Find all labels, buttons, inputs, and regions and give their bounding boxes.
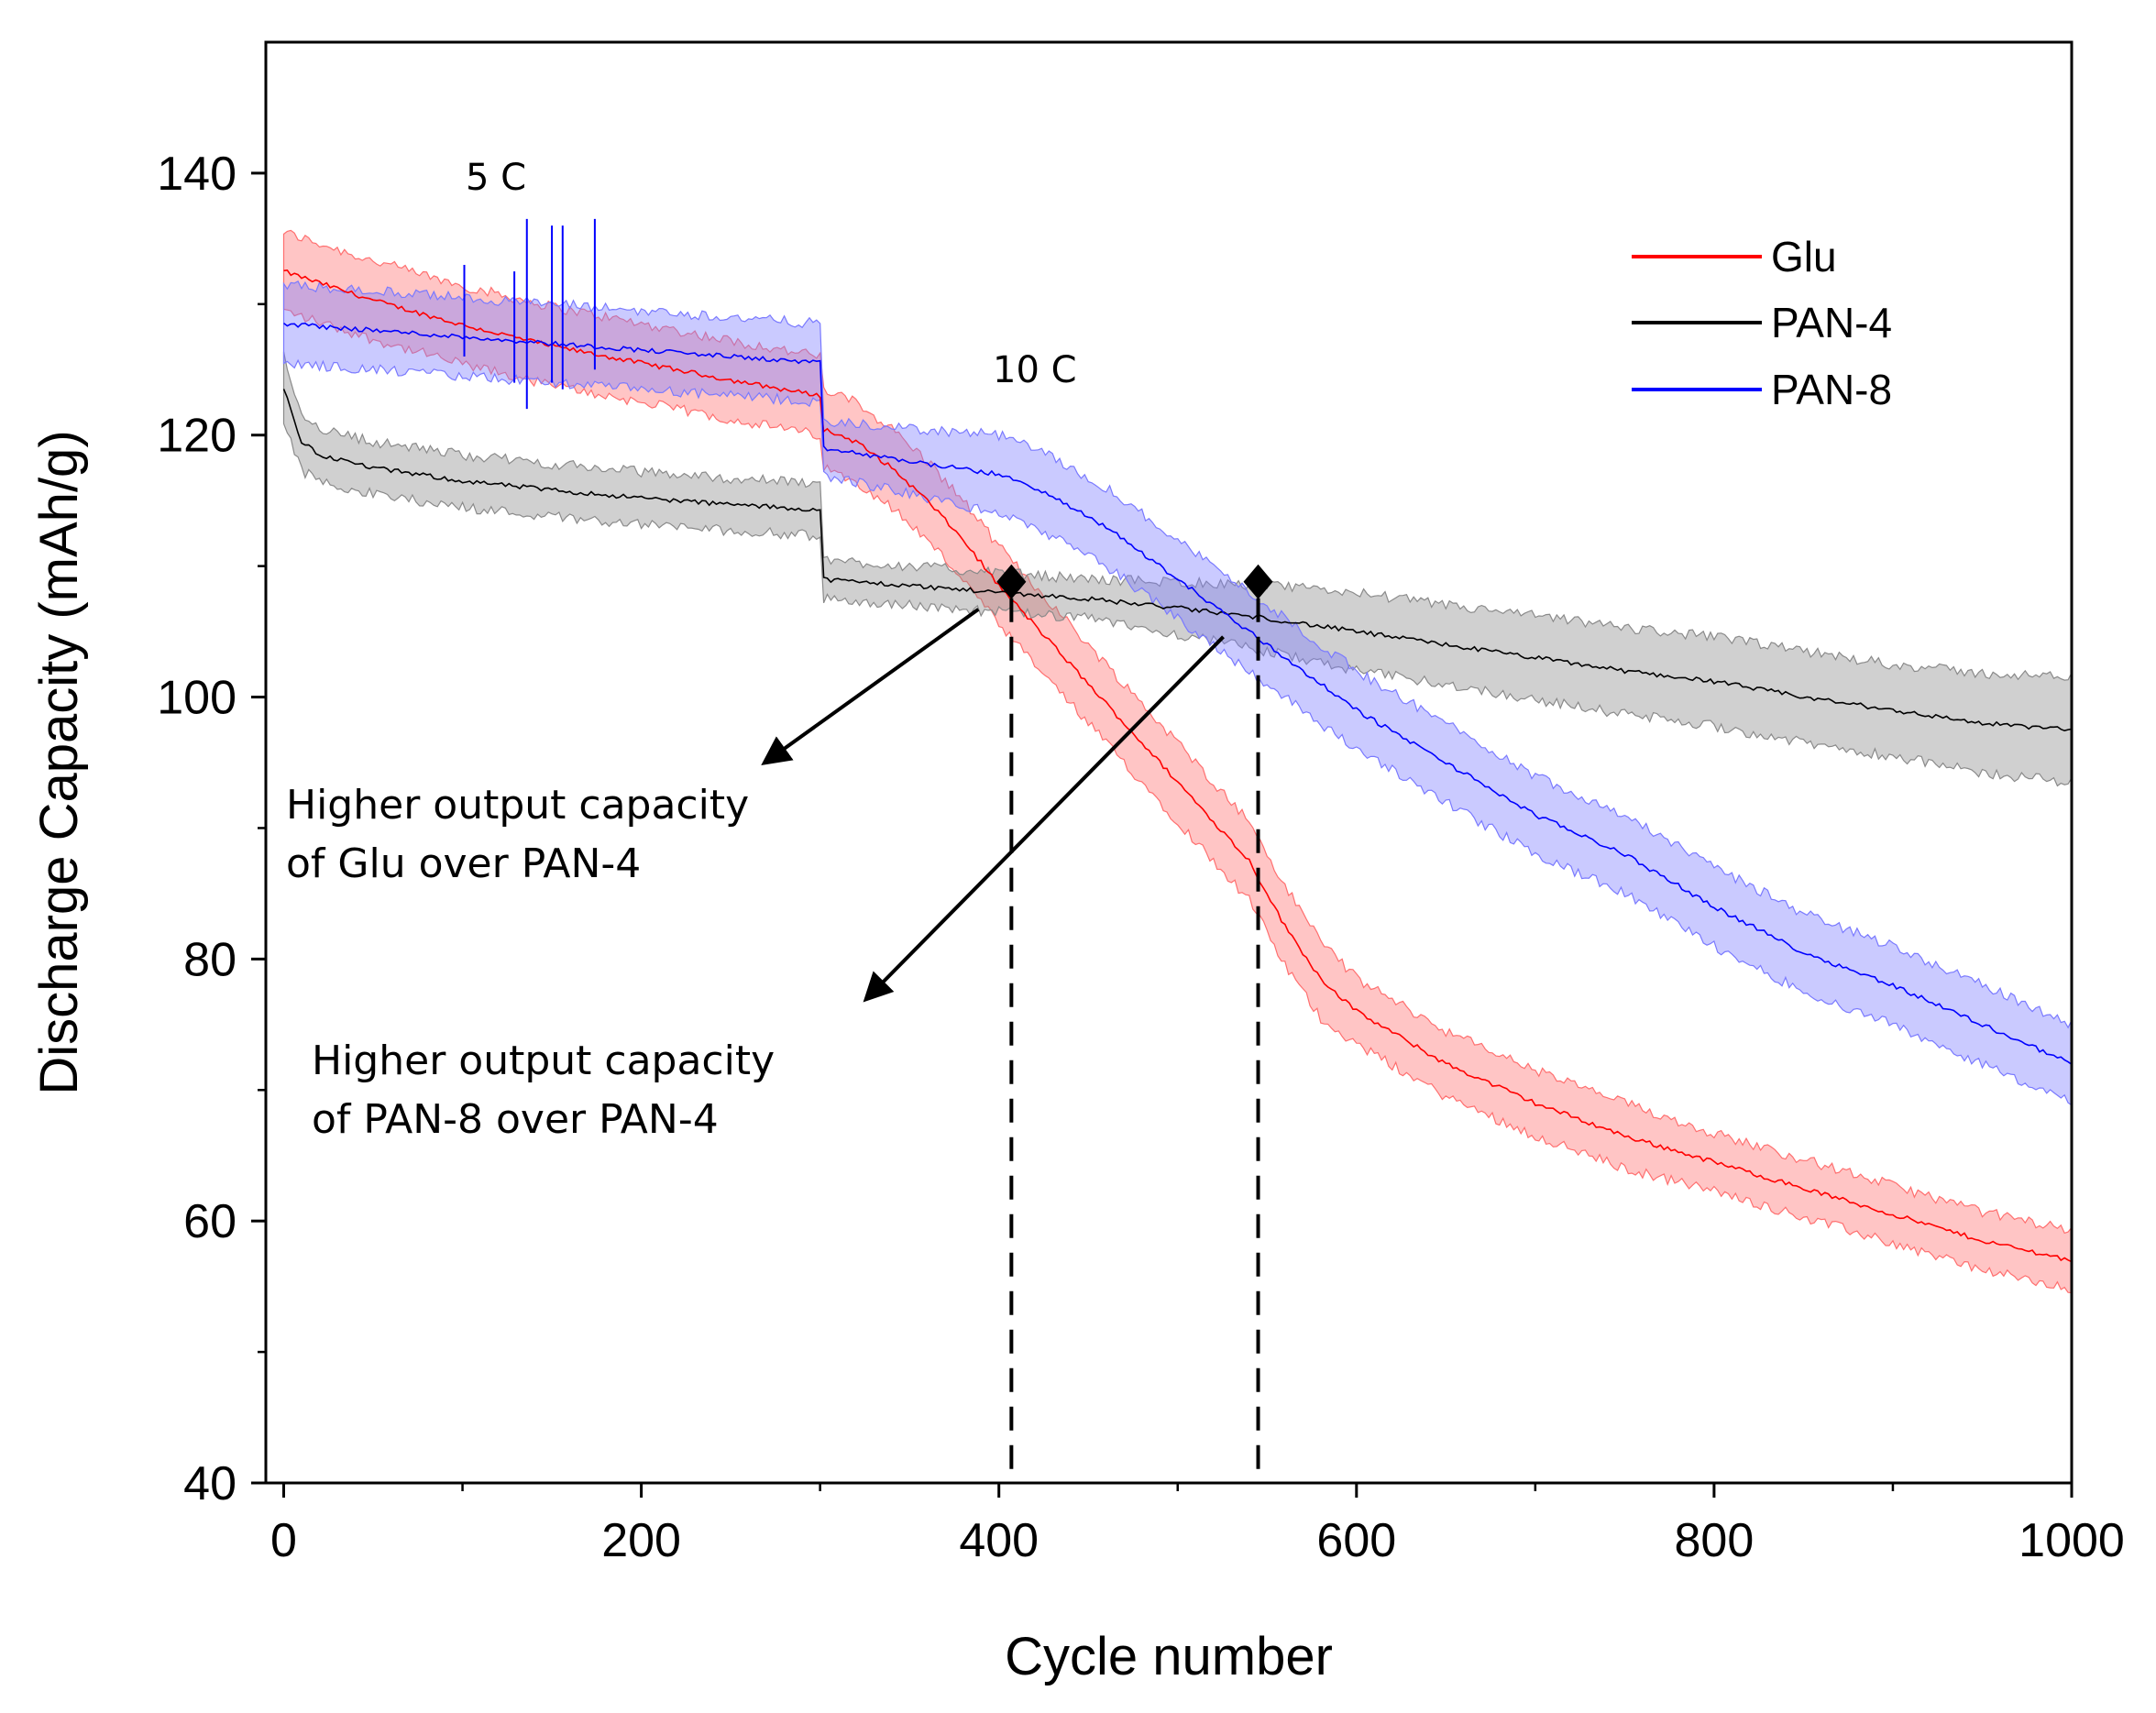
annotation-pan8-line-1: Higher output capacity — [312, 1038, 775, 1084]
x-axis-label: Cycle number — [1005, 1627, 1333, 1686]
series-line-pan-4 — [282, 389, 2072, 732]
y-tick-label-40: 40 — [183, 1457, 236, 1510]
annotation-glu-line-1: Higher output capacity — [286, 782, 749, 829]
arrow-glu — [761, 608, 980, 765]
band-glu — [282, 229, 2072, 1294]
uncertainty-bands — [282, 229, 2072, 1294]
legend: Glu PAN-4 PAN-8 — [1632, 233, 1892, 413]
y-tick-label-60: 60 — [183, 1195, 236, 1248]
band-pan-4 — [282, 351, 2072, 787]
x-tick-label-800: 800 — [1675, 1514, 1754, 1567]
x-tick-label-200: 200 — [601, 1514, 681, 1567]
axes: 0 200 400 600 800 1000 40 60 80 100 120 140 — [157, 148, 2125, 1567]
annotation-10c: 10 C — [993, 349, 1077, 391]
annotation-pan8-line-2: of PAN-8 over PAN-4 — [312, 1096, 719, 1143]
legend-label-pan-8: PAN-8 — [1771, 366, 1892, 413]
x-tick-label-0: 0 — [270, 1514, 297, 1567]
arrow-pan8 — [863, 635, 1225, 1003]
series-line-glu — [283, 269, 2072, 1263]
legend-label-pan-4: PAN-4 — [1771, 299, 1892, 346]
y-tick-label-100: 100 — [157, 672, 236, 725]
x-tick-label-400: 400 — [959, 1514, 1039, 1567]
annotation-5c: 5 C — [466, 157, 526, 199]
crossover-marker-glu — [996, 564, 1027, 599]
series-line-pan-8 — [283, 322, 2072, 1066]
legend-label-glu: Glu — [1771, 233, 1837, 280]
plot-frame — [264, 40, 2074, 1485]
annotation-glu-line-2: of Glu over PAN-4 — [286, 840, 641, 887]
series-lines — [282, 218, 2072, 1263]
band-pan-8 — [282, 280, 2072, 1106]
y-tick-label-140: 140 — [157, 148, 236, 201]
y-tick-label-120: 120 — [157, 410, 236, 463]
x-tick-label-600: 600 — [1316, 1514, 1396, 1567]
crossover-marker-pan8 — [1243, 564, 1273, 599]
x-tick-label-1000: 1000 — [2018, 1514, 2125, 1567]
annotation-layer — [761, 564, 1273, 1483]
y-axis-label: Discharge Capacity (mAh/g) — [29, 430, 89, 1094]
y-tick-label-80: 80 — [183, 933, 236, 986]
